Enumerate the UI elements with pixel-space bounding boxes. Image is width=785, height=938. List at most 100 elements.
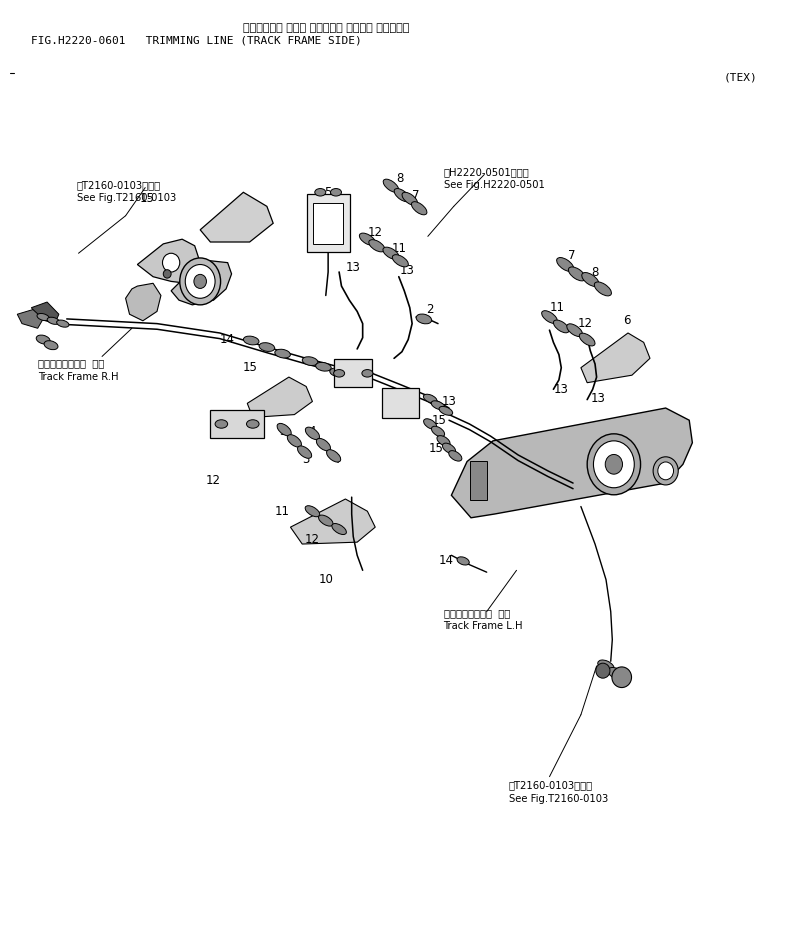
- Ellipse shape: [194, 275, 206, 289]
- Ellipse shape: [424, 418, 436, 430]
- Text: 7: 7: [412, 189, 420, 202]
- Text: 4: 4: [309, 425, 316, 438]
- Ellipse shape: [568, 267, 586, 280]
- Text: 13: 13: [346, 261, 360, 274]
- Ellipse shape: [394, 189, 410, 202]
- Ellipse shape: [423, 394, 437, 403]
- Text: 15: 15: [429, 442, 443, 455]
- Ellipse shape: [57, 320, 69, 327]
- Polygon shape: [451, 408, 692, 518]
- Ellipse shape: [437, 435, 450, 446]
- Ellipse shape: [542, 310, 557, 324]
- Ellipse shape: [432, 426, 444, 437]
- Bar: [470, 461, 487, 500]
- Ellipse shape: [37, 313, 49, 321]
- Ellipse shape: [360, 234, 375, 245]
- Ellipse shape: [243, 336, 259, 345]
- Bar: [306, 194, 349, 252]
- Text: 12: 12: [367, 226, 383, 239]
- Text: 6: 6: [623, 314, 630, 327]
- Ellipse shape: [587, 433, 641, 495]
- Polygon shape: [17, 310, 43, 328]
- Ellipse shape: [579, 333, 595, 346]
- Text: トラックフレーム  右側
Track Frame R.H: トラックフレーム 右側 Track Frame R.H: [38, 358, 119, 382]
- Ellipse shape: [287, 434, 301, 447]
- Text: FIG.H2220-0601   TRIMMING LINE (TRACK FRAME SIDE): FIG.H2220-0601 TRIMMING LINE (TRACK FRAM…: [31, 36, 362, 46]
- Ellipse shape: [319, 515, 333, 526]
- Ellipse shape: [362, 370, 373, 377]
- Bar: [334, 359, 372, 387]
- Text: 第H2220-0501図参照
See Fig.H2220-0501: 第H2220-0501図参照 See Fig.H2220-0501: [444, 167, 545, 190]
- Text: 3: 3: [302, 453, 310, 466]
- Ellipse shape: [162, 253, 180, 272]
- Ellipse shape: [594, 282, 612, 295]
- Ellipse shape: [316, 438, 330, 451]
- Ellipse shape: [305, 427, 319, 440]
- Ellipse shape: [330, 189, 341, 196]
- Text: 13: 13: [400, 264, 414, 277]
- Bar: [382, 388, 419, 418]
- Ellipse shape: [44, 340, 58, 350]
- Ellipse shape: [383, 179, 399, 192]
- Ellipse shape: [443, 443, 455, 454]
- Ellipse shape: [334, 370, 345, 377]
- Polygon shape: [290, 499, 375, 544]
- Ellipse shape: [658, 462, 674, 480]
- Text: 8: 8: [396, 172, 404, 185]
- Text: 7: 7: [568, 249, 575, 262]
- Text: 4: 4: [332, 453, 340, 466]
- Text: 8: 8: [591, 265, 599, 279]
- Text: 11: 11: [391, 242, 407, 255]
- Bar: [210, 410, 264, 438]
- Text: 14: 14: [438, 554, 454, 567]
- Ellipse shape: [246, 420, 259, 428]
- Polygon shape: [31, 302, 59, 324]
- Text: 15: 15: [243, 361, 257, 374]
- Ellipse shape: [332, 523, 346, 535]
- Text: 13: 13: [554, 383, 568, 396]
- Bar: [313, 203, 343, 244]
- Text: 13: 13: [442, 395, 456, 408]
- Ellipse shape: [327, 449, 341, 462]
- Text: 第T2160-0103図参照
See Fig.T2160-0103: 第T2160-0103図参照 See Fig.T2160-0103: [77, 180, 176, 204]
- Text: 11: 11: [275, 505, 290, 518]
- Ellipse shape: [315, 189, 326, 196]
- Ellipse shape: [316, 362, 331, 371]
- Text: 15: 15: [433, 414, 447, 427]
- Polygon shape: [137, 239, 200, 283]
- Ellipse shape: [582, 273, 599, 286]
- Ellipse shape: [567, 324, 582, 337]
- Ellipse shape: [277, 423, 291, 436]
- Ellipse shape: [275, 349, 290, 358]
- Ellipse shape: [457, 557, 469, 565]
- Text: 5: 5: [324, 186, 332, 199]
- Ellipse shape: [593, 441, 634, 488]
- Text: 2: 2: [426, 303, 434, 316]
- Ellipse shape: [47, 317, 60, 325]
- Text: トラックフレーム  左側
Track Frame L.H: トラックフレーム 左側 Track Frame L.H: [444, 608, 523, 631]
- Text: 14: 14: [220, 333, 235, 346]
- Ellipse shape: [185, 265, 215, 298]
- Polygon shape: [581, 333, 650, 383]
- Ellipse shape: [298, 446, 312, 459]
- Ellipse shape: [608, 668, 625, 679]
- Ellipse shape: [553, 320, 569, 333]
- Ellipse shape: [392, 255, 408, 266]
- Ellipse shape: [597, 660, 615, 672]
- Polygon shape: [171, 261, 232, 305]
- Ellipse shape: [215, 420, 228, 428]
- Text: 第T2160-0103図参照
See Fig.T2160-0103: 第T2160-0103図参照 See Fig.T2160-0103: [509, 780, 608, 804]
- Ellipse shape: [449, 450, 462, 461]
- Text: 12: 12: [206, 474, 221, 487]
- Ellipse shape: [416, 314, 432, 324]
- Ellipse shape: [259, 342, 275, 352]
- Text: 3: 3: [279, 425, 287, 438]
- Ellipse shape: [431, 401, 445, 410]
- Ellipse shape: [612, 667, 631, 688]
- Polygon shape: [126, 283, 161, 321]
- Text: 11: 11: [550, 301, 565, 314]
- Ellipse shape: [402, 192, 418, 205]
- Text: (TEX): (TEX): [724, 72, 758, 83]
- Text: 13: 13: [591, 392, 605, 405]
- Ellipse shape: [369, 240, 385, 251]
